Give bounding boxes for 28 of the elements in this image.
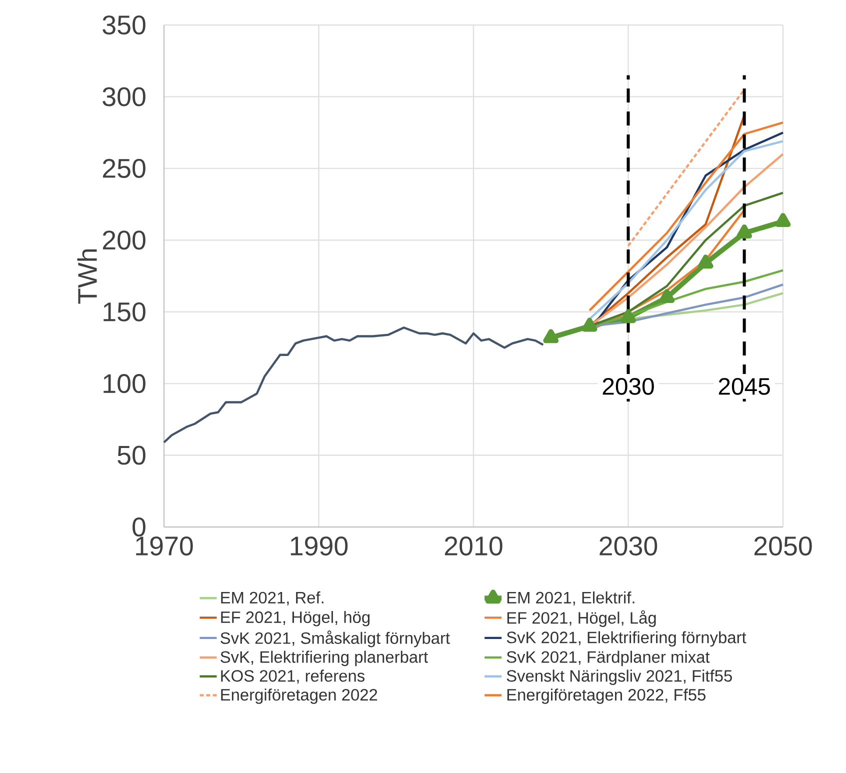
- legend-label: Energiföretagen 2022, Ff55: [507, 688, 706, 704]
- legend-label: Energiföretagen 2022: [221, 688, 378, 704]
- ref-line-label: 2030: [602, 378, 654, 395]
- ref-line-label: 2045: [718, 378, 770, 395]
- y-axis-title: TWh: [77, 249, 97, 304]
- x-tick-label: 1970: [136, 536, 193, 556]
- legend-label: SvK 2021, Färdplaner mixat: [506, 650, 710, 666]
- y-tick-label: 100: [104, 374, 146, 394]
- x-tick-label: 2050: [754, 536, 812, 556]
- y-tick-label: 50: [118, 446, 146, 465]
- legend-label: SvK, Elektrifiering planerbart: [220, 650, 428, 666]
- legend-label: SvK 2021, Elektrifiering förnybart: [506, 631, 746, 647]
- y-tick-label: 200: [102, 230, 146, 250]
- y-tick-label: 150: [104, 302, 146, 322]
- legend-label: EF 2021, Högel, Låg: [507, 610, 656, 627]
- legend-label: Svenskt Näringsliv 2021, Fitf55: [506, 670, 732, 685]
- legend-label: EM 2021, Elektrif.: [507, 591, 634, 606]
- legend-label: KOS 2021, referens: [221, 670, 365, 684]
- legend-label: EM 2021, Ref.: [221, 591, 324, 606]
- x-tick-label: 2030: [600, 536, 658, 556]
- y-tick-label: 250: [102, 158, 146, 178]
- legend-label: SvK 2021, Småskaligt förnybart: [220, 630, 450, 648]
- legend-label: EF 2021, Högel, hög: [221, 610, 370, 626]
- x-tick-label: 2010: [444, 536, 502, 556]
- y-tick-label: 350: [102, 15, 146, 35]
- y-tick-label: 0: [132, 517, 146, 537]
- x-tick-label: 1990: [290, 536, 348, 556]
- y-tick-label: 300: [102, 87, 146, 106]
